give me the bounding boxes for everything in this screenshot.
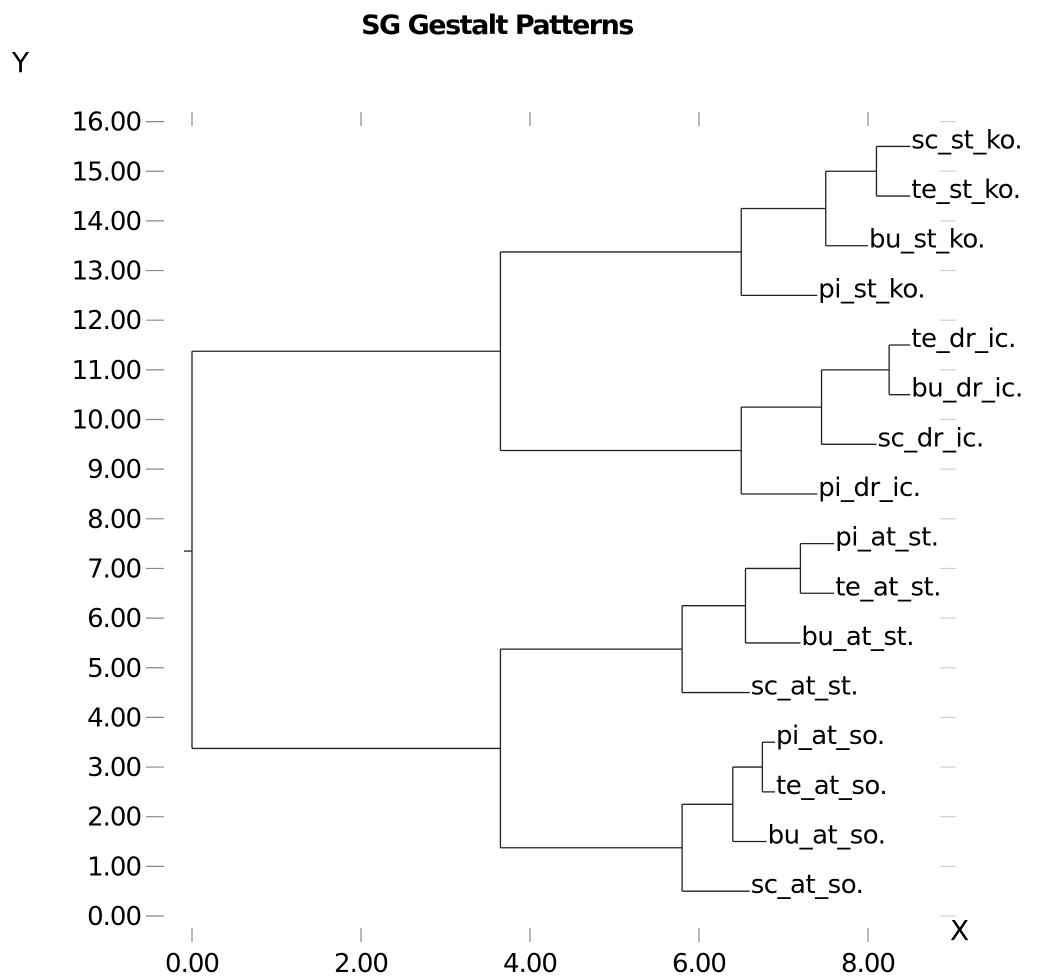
- leaf-label: te_at_st.: [835, 572, 941, 602]
- y-tick-label: 7.00: [87, 554, 141, 584]
- y-tick-label: 1.00: [87, 852, 141, 882]
- y-tick-label: 11.00: [72, 356, 141, 386]
- leaf-label: te_st_ko.: [911, 175, 1020, 205]
- y-tick-label: 10.00: [72, 406, 141, 436]
- leaf-label: bu_at_so.: [768, 821, 886, 851]
- y-tick-label: 12.00: [72, 306, 141, 336]
- leaf-labels: sc_st_ko. te_st_ko. bu_st_ko. pi_st_ko. te_d…: [751, 125, 1024, 900]
- leaf-label: te_at_so.: [776, 771, 887, 801]
- y-tick-label: 13.00: [72, 257, 141, 287]
- y-tick-label: 0.00: [87, 902, 141, 932]
- leaf-label: sc_at_st.: [751, 672, 858, 702]
- x-tick-label: 4.00: [503, 949, 557, 978]
- x-tick-label: 0.00: [165, 949, 219, 978]
- x-tick-label: 6.00: [672, 949, 726, 978]
- leaf-label: bu_st_ko.: [869, 225, 985, 255]
- leaf-label: sc_at_so.: [751, 870, 864, 900]
- leaf-label: pi_dr_ic.: [818, 473, 920, 503]
- y-tick-label: 6.00: [87, 604, 141, 634]
- y-axis-label: Y: [11, 46, 30, 79]
- y-tick-label: 15.00: [72, 157, 141, 187]
- y-tick-label: 3.00: [87, 753, 141, 783]
- y-tick-label: 16.00: [72, 108, 141, 138]
- chart-title: SG Gestalt Patterns: [361, 10, 633, 41]
- y-tick-label: 4.00: [87, 703, 141, 733]
- x-axis-ticks: 0.00 2.00 4.00 6.00 8.00: [165, 112, 896, 978]
- leaf-label: te_dr_ic.: [911, 324, 1016, 354]
- grid-ticks: [940, 120, 956, 917]
- leaf-label: sc_dr_ic.: [877, 423, 983, 453]
- y-tick-label: 5.00: [87, 654, 141, 684]
- leaf-label: bu_at_st.: [801, 622, 914, 652]
- y-tick-label: 9.00: [87, 455, 141, 485]
- y-tick-label: 14.00: [72, 207, 141, 237]
- x-tick-label: 2.00: [334, 949, 388, 978]
- y-tick-label: 8.00: [87, 505, 141, 535]
- leaf-label: bu_dr_ic.: [911, 374, 1022, 404]
- leaf-label: sc_st_ko.: [911, 125, 1022, 155]
- y-tick-label: 2.00: [87, 803, 141, 833]
- leaf-label: pi_st_ko.: [818, 274, 925, 304]
- y-axis-ticks: 0.00 1.00 2.00 3.00 4.00 5.00 6.00 7.00 8.00 9.00…: [72, 108, 164, 932]
- x-tick-label: 8.00: [841, 949, 895, 978]
- x-axis-label: X: [950, 914, 969, 947]
- dendrogram-branches: [184, 145, 911, 892]
- leaf-label: pi_at_st.: [835, 523, 938, 553]
- leaf-label: pi_at_so.: [776, 721, 885, 751]
